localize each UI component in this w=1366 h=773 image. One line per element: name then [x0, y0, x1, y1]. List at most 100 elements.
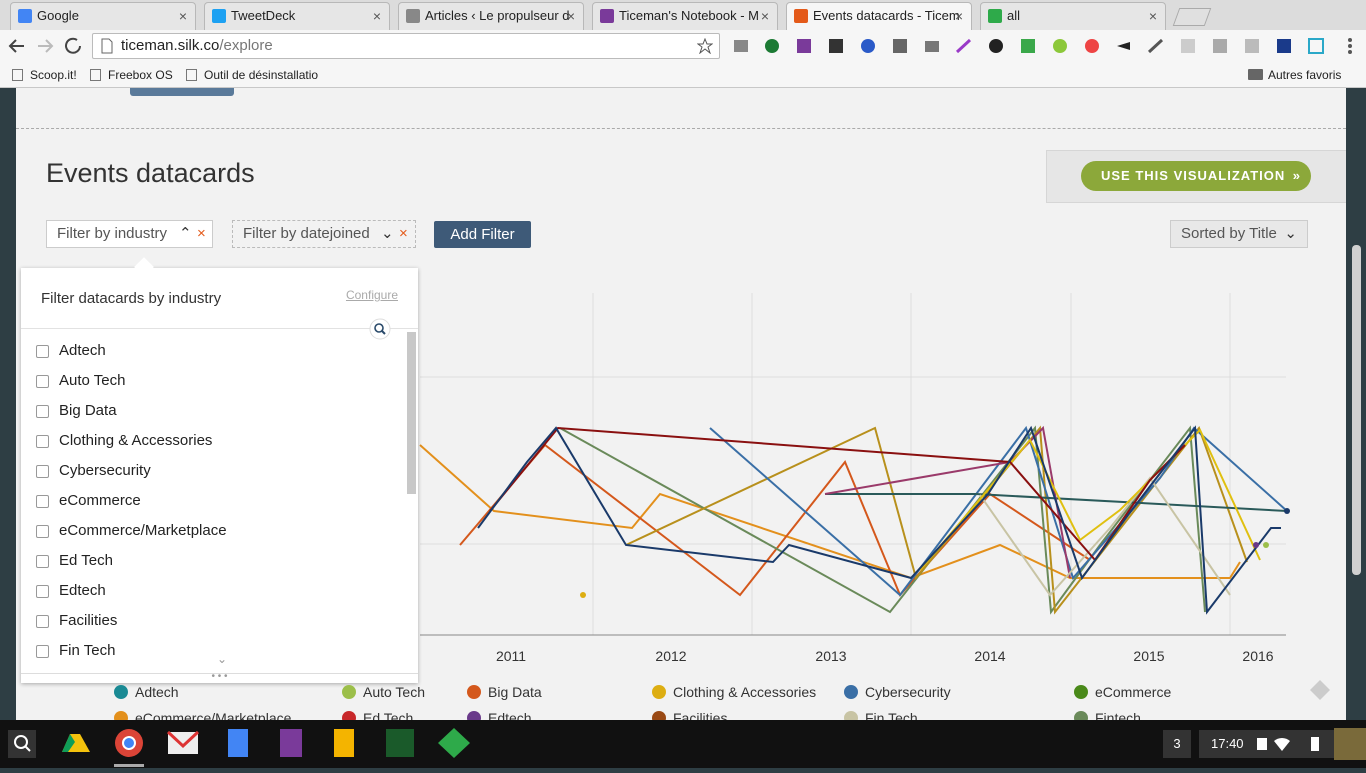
legend-item[interactable]: Clothing & Accessories	[652, 684, 816, 702]
address-bar[interactable]: ticeman.silk.co/explore	[92, 33, 720, 59]
x-axis-label: 2012	[655, 648, 686, 664]
industry-option[interactable]: Facilities	[21, 612, 406, 646]
bookmark[interactable]: Scoop.it!	[30, 68, 77, 82]
checkbox[interactable]	[36, 615, 49, 628]
industry-option[interactable]: Adtech	[21, 342, 406, 376]
checkbox[interactable]	[36, 375, 49, 388]
legend-item[interactable]: eCommerce/Marketplace	[114, 710, 291, 720]
legend-swatch	[114, 685, 128, 699]
legend-item[interactable]: Fintech	[1074, 710, 1141, 720]
tab-close[interactable]: ×	[372, 8, 381, 24]
resize-handle[interactable]: • • •	[21, 672, 418, 684]
tab[interactable]: all ×	[980, 2, 1166, 30]
datejoined-filter[interactable]: Filter by datejoined ⌄ ×	[232, 220, 416, 248]
nav-buttons[interactable]	[0, 30, 90, 62]
industry-list: Adtech Auto Tech Big Data Clothing & Access…	[21, 330, 406, 670]
x-axis-label: 2011	[496, 648, 526, 664]
legend-item[interactable]: Ed Tech	[342, 710, 413, 720]
option-label: Fin Tech	[59, 642, 116, 659]
folder-icon	[1248, 69, 1263, 80]
x-axis-label: 2015	[1133, 648, 1164, 664]
bookmark[interactable]: Freebox OS	[108, 68, 173, 82]
other-bookmarks[interactable]: Autres favoris	[1268, 68, 1342, 82]
legend-item[interactable]: Facilities	[652, 710, 727, 720]
bookmark[interactable]: Outil de désinstallatio	[204, 68, 319, 82]
legend-item[interactable]: Edtech	[467, 710, 532, 720]
forward[interactable]	[38, 39, 54, 53]
bookmark-star[interactable]	[697, 38, 713, 54]
divider	[16, 128, 1346, 129]
industry-option[interactable]: eCommerce/Marketplace	[21, 522, 406, 556]
checkbox[interactable]	[36, 465, 49, 478]
new-tab[interactable]	[1172, 8, 1212, 26]
launcher-icons[interactable]	[0, 720, 480, 768]
menu[interactable]	[1340, 36, 1360, 56]
legend-item[interactable]: Auto Tech	[342, 684, 425, 702]
option-label: Auto Tech	[59, 372, 126, 389]
notification-badge[interactable]: 3	[1163, 730, 1191, 758]
extension-icons[interactable]	[732, 38, 1332, 54]
industry-option[interactable]: Fin Tech	[21, 642, 406, 670]
url-path: /explore	[219, 37, 273, 54]
legend-item[interactable]: Fin Tech	[844, 710, 918, 720]
checkbox[interactable]	[36, 585, 49, 598]
expand-icon[interactable]: ⌄	[381, 225, 394, 242]
industry-option[interactable]: Edtech	[21, 582, 406, 616]
tab[interactable]: TweetDeck ×	[204, 2, 390, 30]
legend-item[interactable]: eCommerce	[1074, 684, 1171, 702]
sort-select[interactable]: Sorted by Title ⌄	[1170, 220, 1308, 248]
tab-close[interactable]: ×	[760, 8, 769, 24]
reload[interactable]	[65, 37, 81, 54]
url-host: ticeman.silk.co	[121, 37, 220, 54]
tab-icon	[794, 9, 808, 23]
legend-item[interactable]: Big Data	[467, 684, 542, 702]
use-visualization-button[interactable]: USE THIS VISUALIZATION »	[1081, 161, 1311, 191]
add-filter-button[interactable]: Add Filter	[434, 221, 531, 248]
checkbox[interactable]	[36, 435, 49, 448]
legend-label: Edtech	[488, 710, 532, 720]
back[interactable]	[8, 39, 24, 53]
checkbox[interactable]	[36, 555, 49, 568]
tab-close[interactable]: ×	[566, 8, 575, 24]
tab-icon	[18, 9, 32, 23]
industry-option[interactable]: eCommerce	[21, 492, 406, 526]
checkbox[interactable]	[36, 345, 49, 358]
tab-close[interactable]: ×	[178, 8, 187, 24]
checkbox[interactable]	[36, 495, 49, 508]
option-label: eCommerce	[59, 492, 141, 509]
configure-link[interactable]: Configure	[345, 288, 398, 302]
industry-filter[interactable]: Filter by industry ⌃ ×	[46, 220, 213, 248]
list-scrollbar	[407, 332, 416, 494]
avatar[interactable]	[1334, 728, 1366, 760]
checkbox[interactable]	[36, 645, 49, 658]
tab[interactable]: Events datacards - Ticem ×	[786, 2, 972, 30]
remove-filter[interactable]: ×	[399, 225, 408, 242]
expand-icon[interactable]	[1308, 678, 1332, 702]
legend-item[interactable]: Adtech	[114, 684, 179, 702]
chart: 2011 2012 2013 2014 2015 2016	[419, 293, 1290, 664]
remove-filter[interactable]: ×	[197, 225, 206, 242]
checkbox[interactable]	[36, 525, 49, 538]
industry-option[interactable]: Big Data	[21, 402, 406, 436]
tab[interactable]: Articles ‹ Le propulseur d ×	[398, 2, 584, 30]
tab-title: Google	[37, 8, 79, 23]
checkbox[interactable]	[36, 405, 49, 418]
collapse-icon[interactable]: ⌃	[179, 225, 192, 242]
tab[interactable]: Ticeman's Notebook - M ×	[592, 2, 778, 30]
status-area[interactable]: 17:40	[1199, 730, 1334, 758]
tab-icon	[600, 9, 614, 23]
industry-option[interactable]: Cybersecurity	[21, 462, 406, 496]
legend-item[interactable]: Cybersecurity	[844, 684, 951, 702]
legend-swatch	[652, 711, 666, 720]
industry-option[interactable]: Auto Tech	[21, 372, 406, 406]
tab[interactable]: Google ×	[10, 2, 196, 30]
extensions	[732, 38, 1332, 54]
scroll-down[interactable]: ⌄	[217, 652, 228, 666]
tab-close[interactable]: ×	[954, 8, 963, 24]
industry-option[interactable]: Ed Tech	[21, 552, 406, 586]
tab-close[interactable]: ×	[1148, 8, 1157, 24]
legend-label: Clothing & Accessories	[673, 684, 817, 700]
industry-option[interactable]: Clothing & Accessories	[21, 432, 406, 466]
legend-label: Cybersecurity	[865, 684, 951, 700]
search-button[interactable]	[369, 318, 391, 340]
